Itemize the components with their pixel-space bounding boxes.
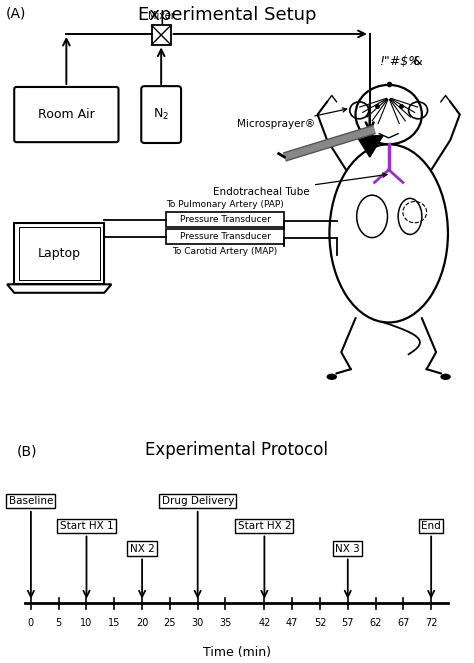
Text: NX 3: NX 3 [336,544,360,554]
FancyBboxPatch shape [14,87,118,142]
Text: N$_2$: N$_2$ [153,107,169,122]
Text: 5: 5 [55,617,62,628]
FancyBboxPatch shape [141,86,181,143]
Text: 42: 42 [258,617,271,628]
Bar [14,223,104,284]
Text: 15: 15 [108,617,120,628]
Ellipse shape [327,374,337,380]
Text: 10: 10 [81,617,92,628]
Bar [152,25,171,44]
Text: 57: 57 [342,617,354,628]
Text: (B): (B) [17,445,37,459]
Text: Baseline: Baseline [9,496,53,506]
Bar [166,229,284,244]
Text: Drug Delivery: Drug Delivery [162,496,234,506]
Text: !"#$%: !"#$% [379,55,420,68]
Text: Experimental Protocol: Experimental Protocol [145,441,328,459]
Text: Microsprayer®: Microsprayer® [237,108,346,129]
Text: Room Air: Room Air [38,108,95,121]
Text: Pressure Transducer: Pressure Transducer [180,232,271,241]
Text: To Carotid Artery (MAP): To Carotid Artery (MAP) [173,247,278,256]
Text: To Pulmonary Artery (PAP): To Pulmonary Artery (PAP) [166,200,284,210]
Text: 25: 25 [164,617,176,628]
Text: End: End [421,521,441,531]
Text: NX 2: NX 2 [130,544,155,554]
Bar [166,212,284,227]
Polygon shape [356,136,383,157]
Text: Time (min): Time (min) [202,646,271,659]
Text: Experimental Setup: Experimental Setup [138,7,317,25]
Text: 52: 52 [314,617,326,628]
Ellipse shape [440,374,451,380]
Text: 35: 35 [219,617,232,628]
Text: Laptop: Laptop [38,247,81,260]
Text: (A): (A) [6,7,26,21]
Text: Endotracheal Tube: Endotracheal Tube [213,173,387,197]
Text: Pressure Transducer: Pressure Transducer [180,215,271,224]
Text: 62: 62 [369,617,382,628]
Text: &: & [412,55,422,68]
Text: 47: 47 [286,617,298,628]
Text: 67: 67 [397,617,410,628]
Text: 0: 0 [28,617,34,628]
Text: Mixer: Mixer [148,11,174,21]
Text: Start HX 2: Start HX 2 [237,521,291,531]
Text: 72: 72 [425,617,438,628]
Text: 30: 30 [191,617,204,628]
Text: Start HX 1: Start HX 1 [60,521,113,531]
Bar [19,227,100,280]
Text: 20: 20 [136,617,148,628]
